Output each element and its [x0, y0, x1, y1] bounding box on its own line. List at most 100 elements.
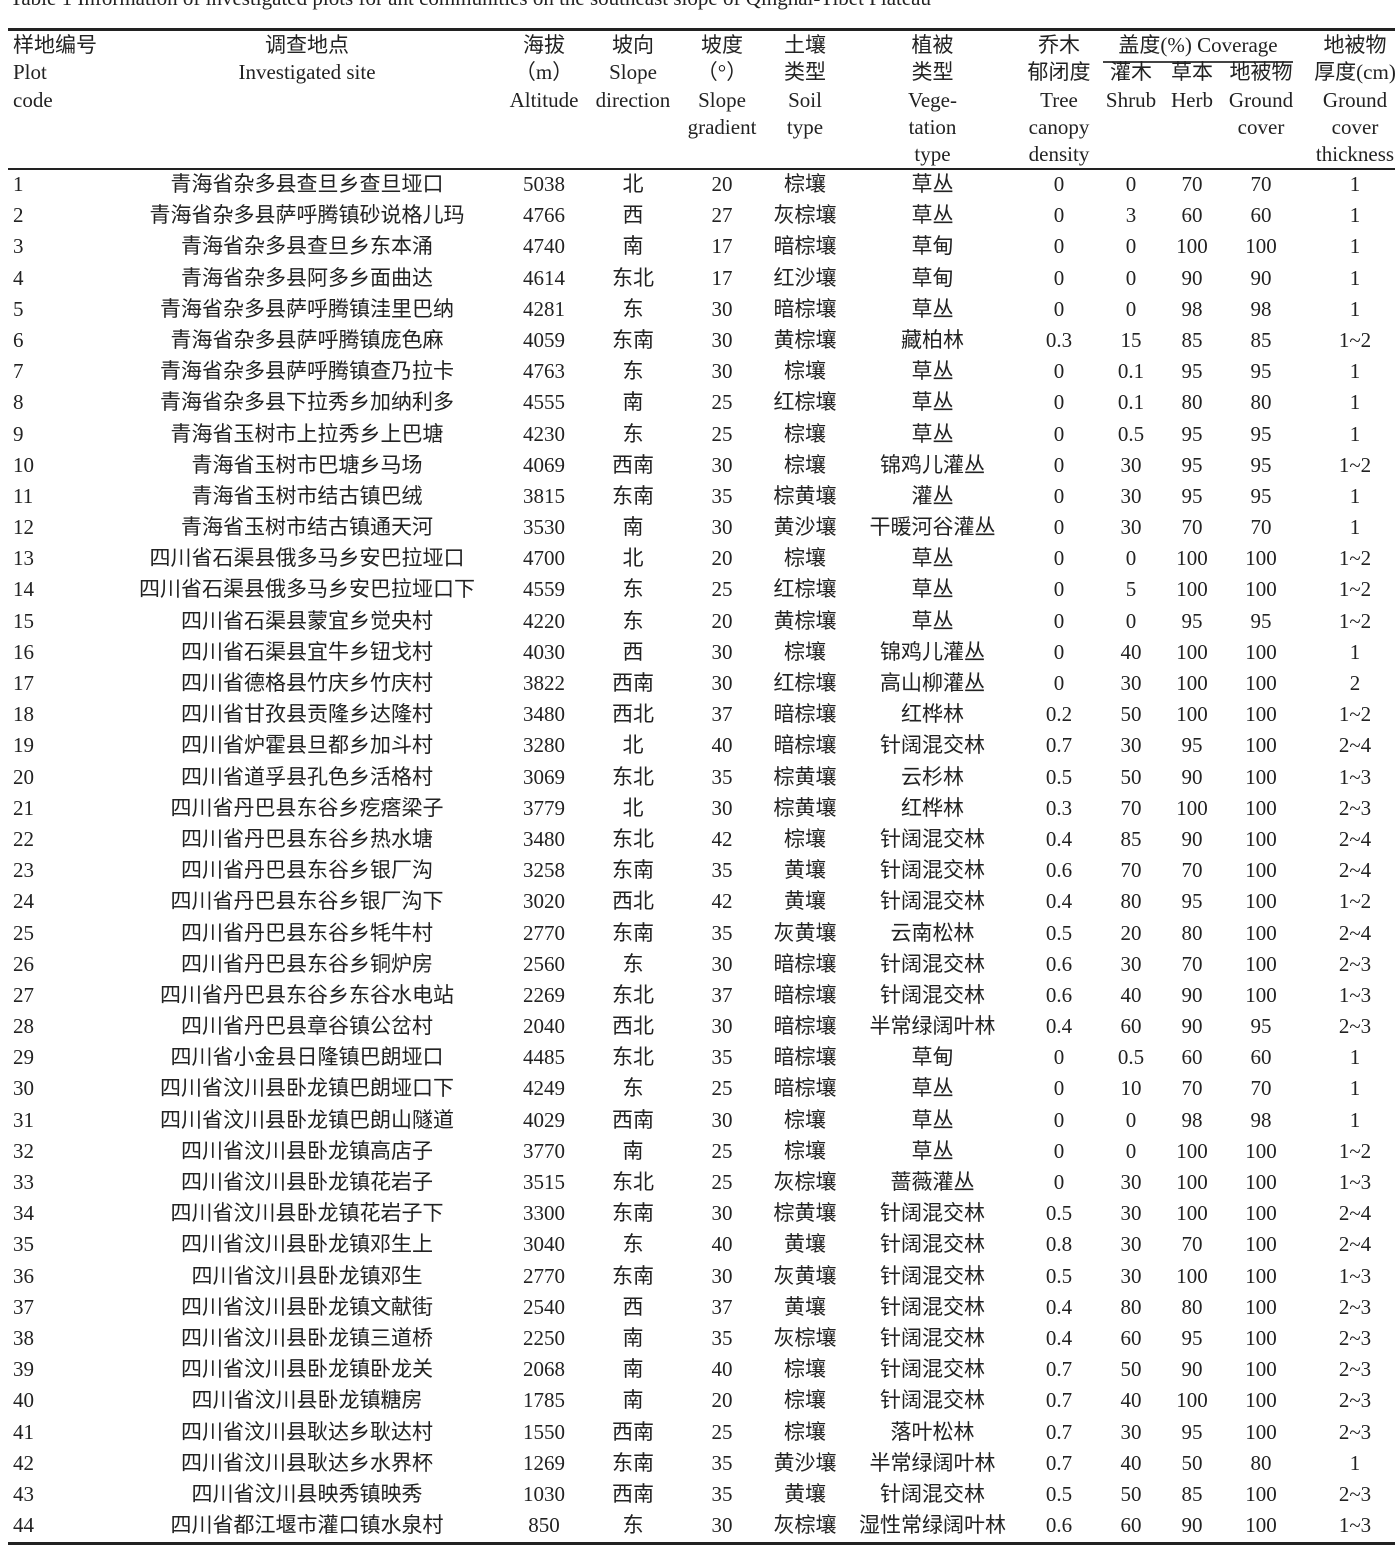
cell-ground: 100	[1245, 1357, 1277, 1382]
cell-soil: 黄壤	[784, 1294, 826, 1319]
cell-soil: 暗棕壤	[773, 234, 837, 259]
cell-code: 9	[13, 421, 24, 446]
header-code: 样地编号 Plot code	[8, 32, 123, 114]
cell-vegetation: 湿性常绿阔叶林	[859, 1513, 1006, 1538]
cell-code: 40	[13, 1388, 34, 1413]
cell-direction: 南	[622, 1138, 644, 1163]
cell-ground: 100	[1245, 1481, 1277, 1506]
cell-altitude: 3779	[523, 795, 565, 820]
cell-ground: 100	[1245, 951, 1277, 976]
cell-gradient: 37	[711, 702, 733, 727]
header-altitude-line: 海拔	[523, 33, 565, 57]
cell-site: 四川省汶川县卧龙镇高店子	[181, 1138, 433, 1163]
cell-site: 青海省杂多县查旦乡东本涌	[181, 234, 433, 259]
table-row: 30 四川省汶川县卧龙镇巴朗垭口下 4249 东 25 暗棕壤 草丛 0 10 70 70 1	[0, 1073, 1395, 1104]
cell-soil: 黄壤	[784, 1232, 826, 1257]
table-row: 39 四川省汶川县卧龙镇卧龙关 2068 南 40 棕壤 针阔混交林 0.7 50 90 100 2~…	[0, 1354, 1395, 1385]
cell-ground: 98	[1250, 296, 1272, 321]
cell-herb: 100	[1176, 234, 1208, 259]
cell-gradient: 30	[711, 1263, 733, 1288]
header-gradient-line: gradient	[687, 114, 757, 139]
table-row: 22 四川省丹巴县东谷乡热水塘 3480 东北 42 棕壤 针阔混交林 0.4 85 90 100 2…	[0, 824, 1395, 855]
cell-site: 四川省都江堰市灌口镇水泉村	[170, 1513, 444, 1538]
table-row: 35 四川省汶川县卧龙镇邓生上 3040 东 40 黄壤 针阔混交林 0.8 30 70 100 2~…	[0, 1229, 1395, 1260]
cell-code: 17	[13, 671, 34, 695]
header-direction-line: direction	[595, 87, 671, 112]
cell-gradient: 30	[711, 1014, 733, 1039]
cell-direction: 东	[622, 1232, 644, 1257]
cell-thickness: 1~2	[1338, 577, 1372, 602]
cell-ground: 85	[1250, 327, 1272, 352]
cell-ground: 95	[1250, 483, 1272, 508]
cell-soil: 暗棕壤	[773, 951, 837, 976]
table-row: 33 四川省汶川县卧龙镇花岩子 3515 东北 25 灰棕壤 蔷薇灌丛 0 30 100 100 1~…	[0, 1167, 1395, 1198]
cell-ground: 100	[1245, 1263, 1277, 1288]
cell-direction: 西	[622, 203, 644, 228]
cell-soil: 黄壤	[784, 858, 826, 883]
cell-direction: 西南	[612, 1107, 654, 1132]
cell-code: 14	[13, 577, 34, 602]
cell-canopy: 0.5	[1045, 1481, 1073, 1506]
header-code-line: Plot	[13, 60, 47, 85]
cell-site: 青海省杂多县阿多乡面曲达	[181, 265, 433, 290]
cell-code: 26	[13, 951, 34, 976]
cell-thickness: 1~2	[1338, 546, 1372, 571]
cell-canopy: 0	[1053, 1045, 1065, 1070]
cell-gradient: 35	[711, 1325, 733, 1350]
cell-vegetation: 云杉林	[901, 764, 964, 789]
cell-thickness: 2~4	[1338, 920, 1372, 945]
cell-gradient: 27	[711, 203, 733, 228]
cell-thickness: 1~3	[1338, 982, 1372, 1007]
cell-site: 青海省杂多县萨呼腾镇查乃拉卡	[160, 359, 454, 384]
cell-gradient: 17	[711, 234, 733, 259]
cell-thickness: 1	[1349, 203, 1361, 228]
cell-shrub: 60	[1120, 1014, 1142, 1039]
cell-gradient: 25	[711, 390, 733, 415]
cell-gradient: 35	[711, 1045, 733, 1070]
header-direction: 坡向 Slope direction	[589, 32, 677, 114]
cell-herb: 100	[1176, 546, 1208, 571]
cell-shrub: 15	[1120, 327, 1142, 352]
cell-site: 四川省石渠县俄多马乡安巴拉垭口	[149, 546, 465, 571]
cell-vegetation: 针阔混交林	[880, 982, 985, 1007]
cell-code: 2	[13, 203, 24, 228]
cell-gradient: 30	[711, 1513, 733, 1538]
cell-thickness: 1~2	[1338, 608, 1372, 633]
bottom-rule	[8, 1542, 1395, 1545]
table-row: 26 四川省丹巴县东谷乡铜炉房 2560 东 30 暗棕壤 针阔混交林 0.6 30 70 100 2…	[0, 949, 1395, 980]
cell-direction: 西南	[612, 671, 654, 695]
cell-shrub: 40	[1120, 1388, 1142, 1413]
cell-canopy: 0	[1053, 577, 1065, 602]
cell-code: 30	[13, 1076, 34, 1101]
cell-altitude: 4559	[523, 577, 565, 602]
cell-soil: 棕黄壤	[773, 795, 837, 820]
cell-gradient: 30	[711, 327, 733, 352]
cell-soil: 棕壤	[784, 452, 826, 477]
header-thickness-line: 地被物	[1323, 33, 1387, 57]
cell-code: 23	[13, 858, 34, 883]
cell-thickness: 2~3	[1338, 1294, 1372, 1319]
cell-thickness: 2~3	[1338, 1357, 1372, 1382]
table-body: 1 青海省杂多县查旦乡查旦垭口 5038 北 20 棕壤 草丛 0 0 70 70 1 2 青海省杂多县萨…	[0, 169, 1395, 1541]
table-row: 37 四川省汶川县卧龙镇文献街 2540 西 37 黄壤 针阔混交林 0.4 80 80 100 2~…	[0, 1292, 1395, 1323]
header-gradient: 坡度 （°） Slope gradient	[678, 32, 766, 141]
cell-ground: 100	[1245, 1388, 1277, 1413]
cell-ground: 100	[1245, 920, 1277, 945]
cell-soil: 暗棕壤	[773, 702, 837, 727]
cell-vegetation: 草丛	[911, 1076, 954, 1101]
table-row: 23 四川省丹巴县东谷乡银厂沟 3258 东南 35 黄壤 针阔混交林 0.6 70 70 100 2…	[0, 855, 1395, 886]
cell-canopy: 0	[1053, 515, 1065, 540]
cell-canopy: 0	[1053, 483, 1065, 508]
cell-shrub: 40	[1120, 982, 1142, 1007]
cell-vegetation: 草丛	[911, 1138, 954, 1163]
cell-shrub: 30	[1120, 671, 1142, 695]
cell-altitude: 850	[528, 1513, 560, 1538]
cell-vegetation: 落叶松林	[890, 1419, 975, 1444]
cell-direction: 西	[622, 639, 644, 664]
table-row: 11 青海省玉树市结古镇巴绒 3815 东南 35 棕黄壤 灌丛 0 30 95 95 1	[0, 481, 1395, 512]
cell-ground: 70	[1250, 172, 1272, 196]
cell-direction: 东南	[612, 1201, 654, 1226]
cell-canopy: 0.5	[1045, 1263, 1073, 1288]
cell-code: 15	[13, 608, 34, 633]
header-site: 调查地点 Investigated site	[118, 32, 496, 87]
